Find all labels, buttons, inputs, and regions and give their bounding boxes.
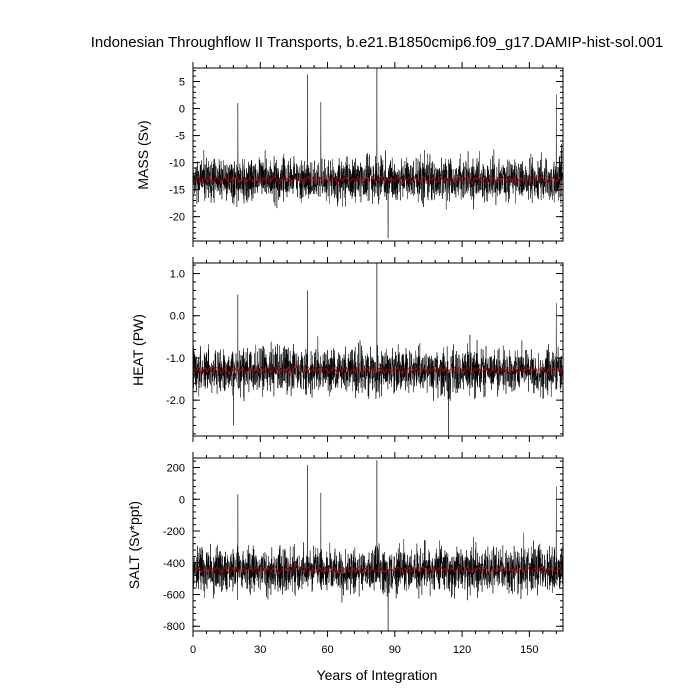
heat-annual-mean-line	[193, 364, 563, 376]
heat-axis-layer: 1.0 0.0 -1.0 -2.0	[166, 257, 563, 442]
mass-ytick-label: -5	[175, 131, 185, 143]
salt-ytick-label: -600	[163, 589, 185, 601]
mass-monthly-line	[193, 68, 563, 239]
salt-monthly-line	[193, 460, 563, 631]
heat-ytick-label: -1.0	[166, 353, 185, 365]
salt-xtick-label: 0	[190, 644, 196, 656]
salt-ytick-label: -200	[163, 526, 185, 538]
heat-ytick-label: 0.0	[170, 311, 185, 323]
mass-ylabel: MASS (Sv)	[135, 120, 151, 189]
chart-title: Indonesian Throughflow II Transports, b.…	[91, 34, 664, 51]
salt-xtick-label: 90	[389, 644, 401, 656]
salt-axis-layer: 200 0 -200 -400 -600 -800 0 30 60 90 120 150	[163, 452, 563, 656]
mass-plot-frame	[192, 67, 564, 242]
salt-ytick-label: 0	[179, 494, 185, 506]
mass-panel: 5 0 -5 -10 -15 -20 MASS (Sv)	[135, 62, 564, 247]
salt-annual-mean-line	[193, 562, 563, 575]
mass-ytick-label: -20	[169, 212, 185, 224]
mass-ytick-label: 0	[179, 104, 185, 116]
salt-plot-frame	[192, 457, 564, 632]
mass-ytick-label: -15	[169, 185, 185, 197]
heat-data-layer	[193, 263, 563, 436]
x-axis-label: Years of Integration	[317, 667, 438, 683]
heat-ytick-label: 1.0	[170, 269, 185, 281]
salt-ytick-label: -800	[163, 621, 185, 633]
heat-ylabel: HEAT (PW)	[130, 314, 146, 386]
mass-axis-layer: 5 0 -5 -10 -15 -20	[169, 62, 563, 247]
heat-panel: 1.0 0.0 -1.0 -2.0 HEAT (PW)	[130, 257, 564, 442]
heat-ytick-label: -2.0	[166, 395, 185, 407]
mass-ytick-label: 5	[179, 77, 185, 89]
mass-data-layer	[193, 68, 563, 239]
salt-ytick-label: 200	[167, 463, 185, 475]
salt-xtick-label: 30	[254, 644, 266, 656]
heat-plot-frame	[192, 262, 564, 437]
salt-xtick-label: 60	[321, 644, 333, 656]
salt-ylabel: SALT (Sv*ppt)	[126, 501, 142, 589]
salt-xtick-label: 150	[520, 644, 538, 656]
salt-xtick-label: 120	[453, 644, 471, 656]
salt-ytick-label: -400	[163, 558, 185, 570]
salt-data-layer	[193, 460, 563, 631]
salt-panel: 200 0 -200 -400 -600 -800 0 30 60 90 120 150 SALT (…	[126, 452, 564, 683]
heat-monthly-line	[193, 263, 563, 436]
mass-annual-mean-line	[193, 174, 563, 185]
mass-ytick-label: -10	[169, 158, 185, 170]
